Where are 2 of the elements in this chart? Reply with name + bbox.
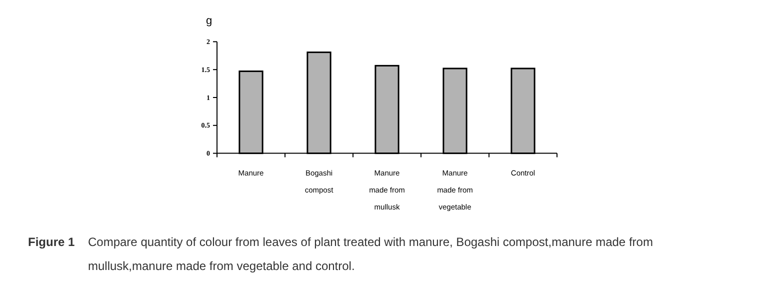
caption: Figure 1 Compare quantity of colour from leaves of plant treated with manure, Bogashi compost,manure made from mullusk,manure made from vegetable and control. [28, 235, 653, 273]
y-axis-title: g [206, 15, 212, 27]
